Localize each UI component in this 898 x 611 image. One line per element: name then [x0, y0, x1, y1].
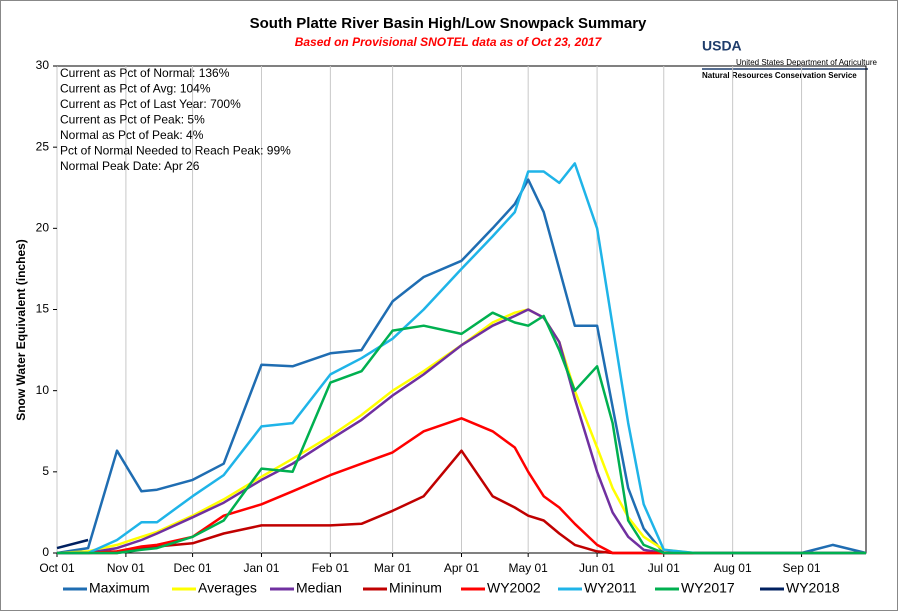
y-tick-label: 25	[36, 139, 50, 153]
y-tick-label: 10	[36, 383, 50, 397]
y-tick-label: 20	[36, 221, 50, 235]
legend-label: WY2011	[584, 580, 637, 596]
legend-label: Averages	[198, 580, 257, 596]
legend-label: WY2017	[681, 580, 735, 596]
x-tick-label: Jan 01	[243, 561, 279, 575]
stat-note: Current as Pct of Last Year: 700%	[60, 97, 241, 111]
x-tick-label: Feb 01	[312, 561, 350, 575]
stat-note: Normal Peak Date: Apr 26	[60, 159, 200, 173]
stat-note: Normal as Pct of Peak: 4%	[60, 128, 204, 142]
x-tick-label: Nov 01	[107, 561, 145, 575]
series-line	[57, 311, 866, 555]
agency-name: United States Department of Agriculture	[736, 58, 878, 67]
stat-note: Current as Pct of Normal: 136%	[60, 66, 230, 80]
agency-service: Natural Resources Conservation Service	[702, 71, 857, 80]
x-tick-label: Apr 01	[444, 561, 480, 575]
stat-note: Current as Pct of Avg: 104%	[60, 82, 211, 96]
legend-label: WY2002	[487, 580, 541, 596]
legend-label: Mininum	[389, 580, 442, 596]
y-axis-label: Snow Water Equivalent (inches)	[14, 239, 28, 421]
chart-title: South Platte River Basin High/Low Snowpa…	[250, 15, 647, 32]
y-tick-label: 0	[42, 545, 49, 559]
y-tick-label: 30	[36, 58, 50, 72]
legend-label: Maximum	[89, 580, 150, 596]
y-tick-label: 15	[36, 302, 50, 316]
chart-subtitle: Based on Provisional SNOTEL data as of O…	[295, 35, 603, 49]
x-tick-label: Mar 01	[374, 561, 412, 575]
agency-logo: USDA	[702, 38, 742, 54]
legend-label: Median	[296, 580, 342, 596]
x-tick-label: May 01	[508, 561, 548, 575]
x-tick-label: Dec 01	[174, 561, 212, 575]
stat-note: Current as Pct of Peak: 5%	[60, 113, 205, 127]
legend-label: WY2018	[786, 580, 840, 596]
y-tick-label: 5	[42, 464, 49, 478]
stat-note: Pct of Normal Needed to Reach Peak: 99%	[60, 144, 291, 158]
x-tick-label: Jun 01	[579, 561, 615, 575]
x-tick-label: Sep 01	[783, 561, 821, 575]
x-tick-label: Jul 01	[648, 561, 680, 575]
x-tick-label: Aug 01	[714, 561, 752, 575]
series-line	[56, 538, 89, 550]
x-tick-label: Oct 01	[39, 561, 75, 575]
